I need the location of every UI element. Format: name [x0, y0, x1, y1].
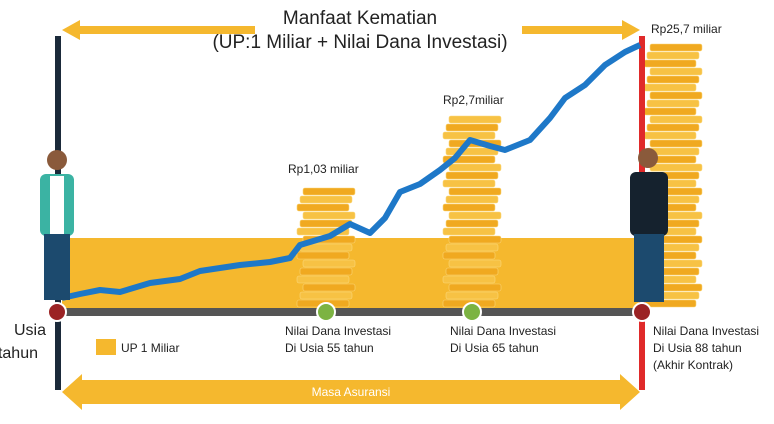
infographic: Manfaat Kematian (UP:1 Miliar + Nilai Da… — [0, 0, 774, 424]
end-dot — [633, 303, 651, 321]
coin — [300, 196, 352, 203]
coin — [446, 124, 498, 131]
title: Manfaat Kematian — [283, 8, 437, 29]
coin — [443, 252, 495, 259]
coin — [446, 172, 498, 179]
coin — [650, 116, 702, 123]
coin — [303, 188, 355, 195]
milestone-text: Di Usia 55 tahun — [285, 341, 374, 355]
milestone-text: (Akhir Kontrak) — [653, 358, 733, 372]
coin — [446, 220, 498, 227]
top-arrow-right — [522, 20, 640, 40]
age-label: tahun — [0, 345, 38, 362]
amount-label: Rp1,03 miliar — [288, 162, 359, 176]
milestone-text: Nilai Dana Investasi — [653, 324, 759, 338]
coin — [297, 276, 349, 283]
coin — [650, 92, 702, 99]
coin — [644, 60, 696, 67]
coin — [647, 76, 699, 83]
coin — [443, 204, 495, 211]
coin — [443, 276, 495, 283]
coin — [300, 268, 352, 275]
milestone-text: Nilai Dana Investasi — [450, 324, 556, 338]
page: {"title": {"line1": "Manfaat Kematian", … — [0, 0, 774, 424]
amount-label: Rp2,7miliar — [443, 93, 504, 107]
coin — [449, 236, 501, 243]
amount-label: Rp25,7 miliar — [651, 22, 722, 36]
coin — [446, 268, 498, 275]
coin — [449, 284, 501, 291]
coin — [449, 212, 501, 219]
coin — [446, 292, 498, 299]
coin — [644, 84, 696, 91]
legend-swatch — [96, 339, 116, 355]
legend-label: UP 1 Miliar — [121, 341, 179, 355]
coin — [647, 124, 699, 131]
coin — [443, 180, 495, 187]
milestone-text: Di Usia 65 tahun — [450, 341, 539, 355]
coin — [303, 212, 355, 219]
age-label: Usia — [14, 322, 46, 339]
milestone-dot — [463, 303, 481, 321]
coin — [644, 132, 696, 139]
coin — [446, 196, 498, 203]
coin — [449, 260, 501, 267]
coin — [297, 252, 349, 259]
coin — [303, 284, 355, 291]
timeline — [55, 308, 645, 316]
coin — [650, 164, 702, 171]
coin — [650, 44, 702, 51]
coin — [650, 140, 702, 147]
coin — [650, 68, 702, 75]
title: (UP:1 Miliar + Nilai Dana Investasi) — [212, 32, 507, 53]
coin — [300, 292, 352, 299]
coin — [303, 260, 355, 267]
coin — [443, 228, 495, 235]
milestone-text: Di Usia 88 tahun — [653, 341, 742, 355]
coin — [449, 164, 501, 171]
coin — [647, 100, 699, 107]
coin — [446, 244, 498, 251]
coin — [449, 188, 501, 195]
milestone-text: Nilai Dana Investasi — [285, 324, 391, 338]
start-dot — [48, 303, 66, 321]
coin — [297, 204, 349, 211]
coin — [449, 116, 501, 123]
milestone-dot — [317, 303, 335, 321]
period-label: Masa Asuransi — [312, 385, 391, 399]
coin — [647, 52, 699, 59]
coin — [644, 108, 696, 115]
